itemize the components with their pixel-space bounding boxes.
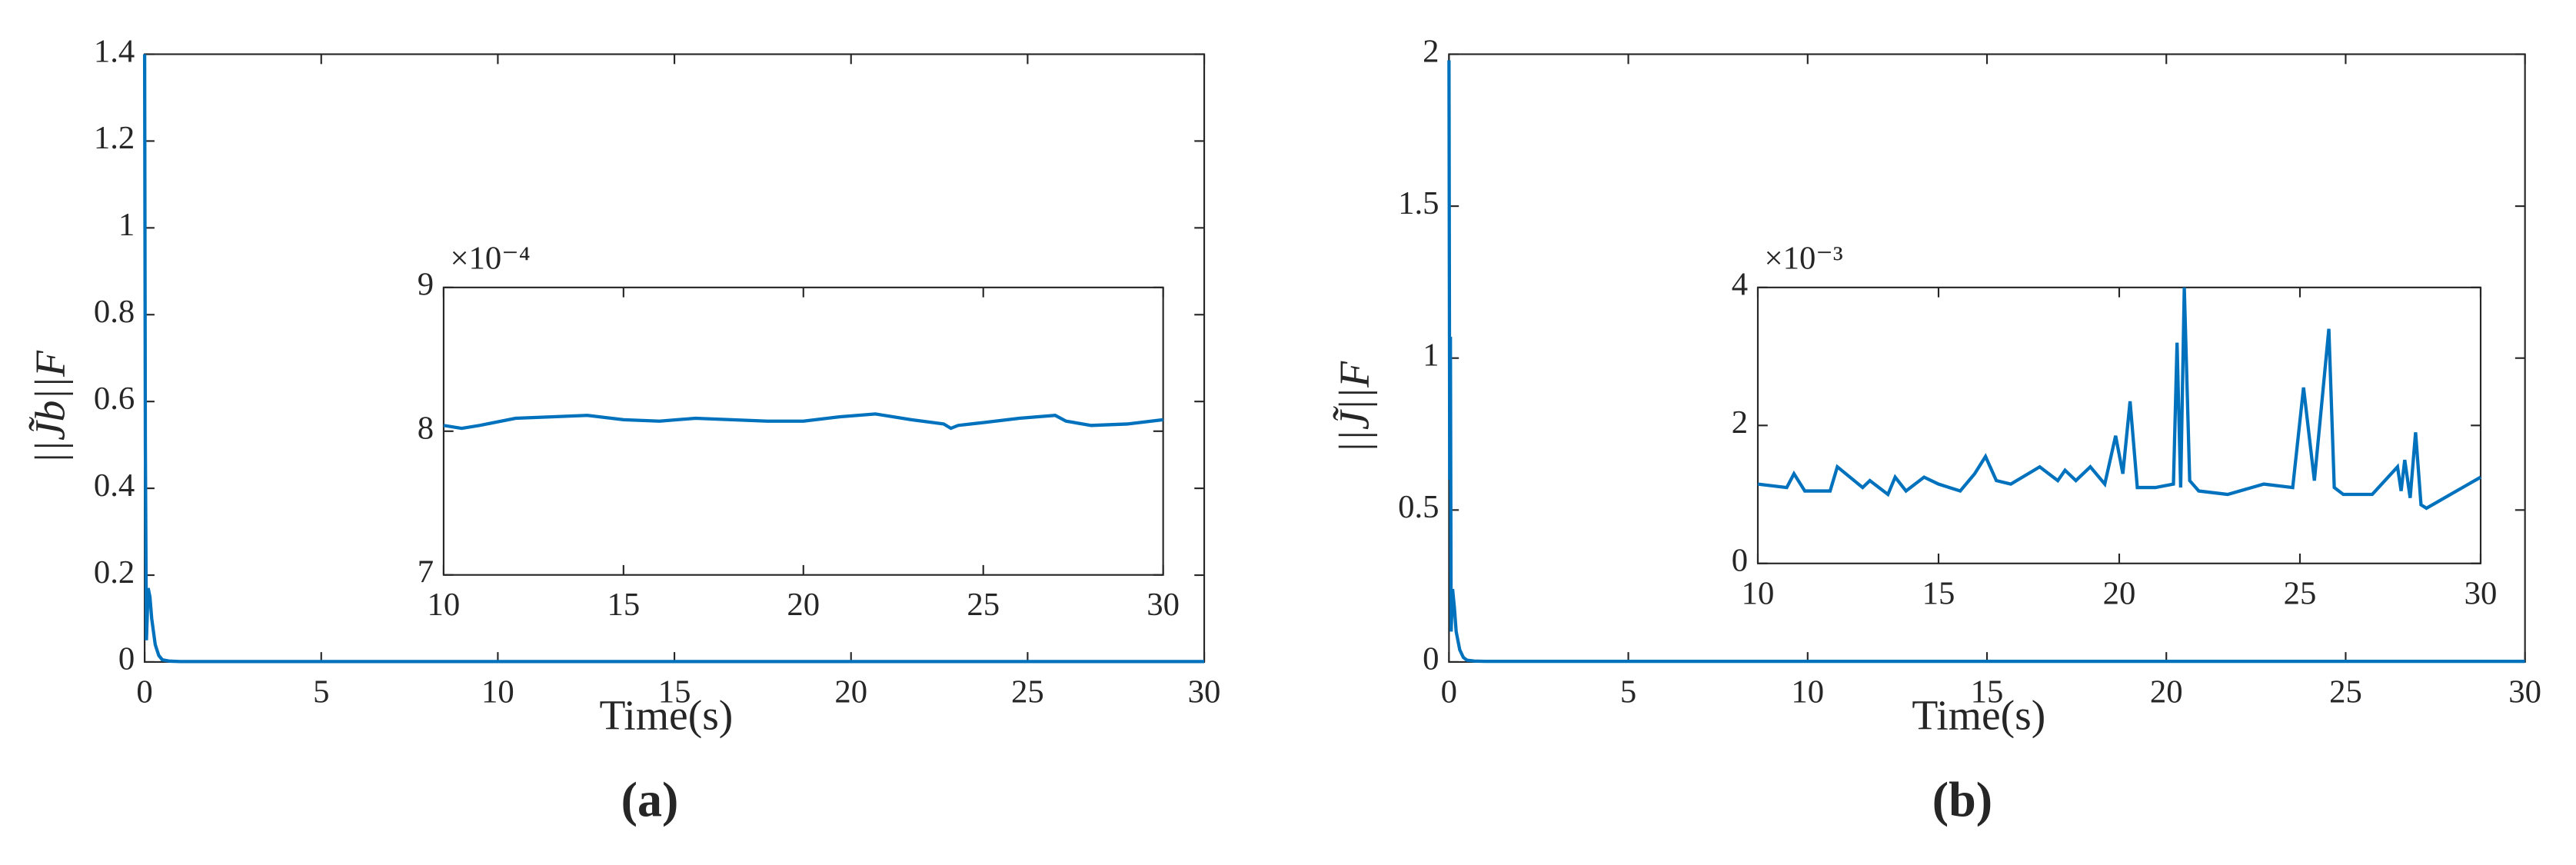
y-tick-label: 0.2 — [94, 554, 135, 591]
x-tick-label: 25 — [1011, 674, 1044, 710]
x-tick-label: 20 — [2150, 674, 2183, 710]
x-tick-label: 5 — [1620, 674, 1636, 710]
x-tick-label: 25 — [2284, 575, 2317, 611]
y-tick-label: 0.6 — [94, 381, 135, 417]
x-tick-label: 5 — [313, 674, 329, 710]
y-tick-label: 1 — [118, 207, 135, 243]
caption: (b) — [1932, 773, 1992, 827]
x-axis-label: Time(s) — [1912, 692, 2045, 739]
y-tick-label: 9 — [418, 267, 434, 303]
data-line — [443, 412, 1163, 431]
y-tick-label: 7 — [418, 554, 434, 591]
data-line — [1757, 287, 2482, 511]
y-tick-label: 0.5 — [1398, 489, 1439, 525]
x-tick-label: 10 — [1791, 674, 1824, 710]
x-tick-label: 10 — [481, 674, 514, 710]
y-tick-label: 4 — [1732, 267, 1748, 303]
x-tick-label: 15 — [607, 587, 640, 623]
data-line — [142, 54, 1205, 664]
y-tick-label: 1 — [1423, 338, 1439, 374]
y-tick-label: 0.4 — [94, 467, 135, 504]
y-tick-label: 0 — [118, 641, 135, 677]
y-axis-label: ||J̃b||F — [27, 350, 74, 464]
plot-area — [1756, 286, 2482, 564]
x-tick-label: 30 — [2465, 575, 2498, 611]
plot-area — [1448, 53, 2526, 664]
x-tick-label: 20 — [834, 674, 867, 710]
y-tick-label: 0 — [1423, 641, 1439, 677]
y-tick-label: 1.5 — [1398, 185, 1439, 221]
x-axis-label: Time(s) — [599, 692, 733, 739]
x-tick-label: 20 — [787, 587, 820, 623]
y-tick-label: 2 — [1423, 33, 1439, 69]
caption: (a) — [621, 773, 679, 827]
x-tick-label: 30 — [1147, 587, 1180, 623]
x-tick-label: 10 — [428, 587, 461, 623]
y-tick-label: 1.4 — [94, 33, 135, 69]
y-tick-label: 2 — [1732, 404, 1748, 441]
x-tick-label: 20 — [2103, 575, 2136, 611]
plot-area — [442, 286, 1164, 576]
x-tick-label: 30 — [2508, 674, 2541, 710]
x-tick-label: 10 — [1742, 575, 1775, 611]
y-multiplier: ×10⁻³ — [1765, 240, 1843, 276]
x-tick-label: 15 — [1922, 575, 1955, 611]
x-tick-label: 15 — [658, 674, 691, 710]
x-tick-label: 0 — [1441, 674, 1457, 710]
plot-area — [144, 53, 1206, 664]
data-line — [1447, 60, 2525, 664]
x-tick-label: 15 — [1971, 674, 2004, 710]
y-tick-label: 0 — [1732, 543, 1748, 579]
y-tick-label: 8 — [418, 411, 434, 447]
x-tick-label: 30 — [1188, 674, 1221, 710]
y-axis-label: ||J̃||F — [1332, 361, 1379, 454]
x-tick-label: 0 — [136, 674, 152, 710]
x-tick-label: 25 — [2329, 674, 2362, 710]
x-tick-label: 25 — [967, 587, 1000, 623]
y-tick-label: 0.8 — [94, 294, 135, 330]
y-multiplier: ×10⁻⁴ — [450, 240, 530, 276]
y-tick-label: 1.2 — [94, 120, 135, 156]
